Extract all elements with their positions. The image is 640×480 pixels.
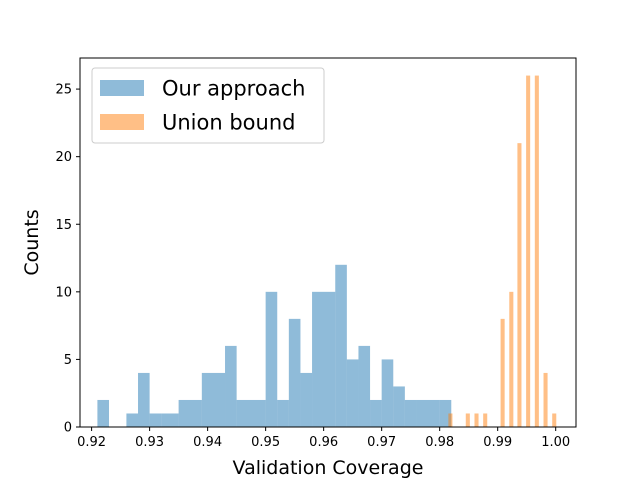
bar (448, 413, 453, 427)
bar (178, 399, 202, 427)
y-tick-label: 5 (64, 353, 72, 368)
x-tick-label: 0.92 (77, 435, 106, 450)
bar (288, 318, 301, 427)
y-axis-label: Counts (21, 209, 43, 275)
bar (126, 413, 139, 427)
bar (439, 399, 452, 427)
bar (517, 143, 522, 427)
bar (416, 399, 440, 427)
x-tick-label: 0.93 (135, 435, 164, 450)
bar (312, 291, 336, 427)
axes-frame (79, 57, 577, 428)
y-axis: 0 5 10 15 20 25 (55, 83, 80, 436)
x-tick-label: 0.99 (483, 435, 512, 450)
x-tick-label: 0.97 (367, 435, 396, 450)
x-axis-label: Validation Coverage (233, 457, 424, 479)
bar (138, 372, 150, 427)
x-axis: 0.92 0.93 0.94 0.95 0.96 0.97 0.98 0.99 1.00 (77, 427, 570, 450)
bar (97, 399, 110, 427)
y-tick-label: 25 (55, 83, 72, 98)
bar (404, 399, 417, 427)
x-tick-label: 1.00 (541, 435, 570, 450)
legend-label: Our approach (162, 77, 305, 101)
bar (552, 413, 557, 427)
legend: Our approach Union bound (91, 67, 325, 144)
legend-label: Union bound (162, 111, 295, 135)
bar (543, 372, 548, 427)
bar (534, 75, 539, 428)
x-tick-label: 0.94 (193, 435, 222, 450)
bar (236, 399, 266, 427)
legend-swatch (100, 80, 144, 96)
y-tick-label: 15 (55, 218, 72, 233)
legend-box (91, 67, 325, 144)
y-tick-label: 20 (55, 150, 72, 165)
bar (149, 413, 162, 427)
y-tick-label: 0 (64, 421, 72, 436)
bar (277, 399, 289, 427)
series-our-approach (97, 264, 452, 427)
bar (474, 413, 479, 427)
bars (97, 75, 557, 428)
bar (358, 345, 371, 427)
series-union-bound (448, 75, 557, 428)
legend-swatch (100, 114, 144, 130)
bar (300, 372, 313, 427)
bar (201, 372, 226, 427)
bar (346, 359, 359, 427)
x-tick-label: 0.95 (251, 435, 280, 450)
y-tick-label: 10 (55, 285, 72, 300)
bar (393, 386, 405, 427)
x-tick-label: 0.98 (425, 435, 454, 450)
x-tick-label: 0.96 (309, 435, 338, 450)
bar (381, 359, 394, 427)
bar (161, 413, 179, 427)
bar (335, 264, 347, 427)
bar (500, 318, 505, 427)
bar (370, 399, 382, 427)
bar (483, 413, 488, 427)
bar (465, 413, 470, 427)
bar (526, 75, 531, 428)
bar (509, 291, 514, 427)
bar (265, 291, 278, 427)
bar (225, 345, 237, 427)
